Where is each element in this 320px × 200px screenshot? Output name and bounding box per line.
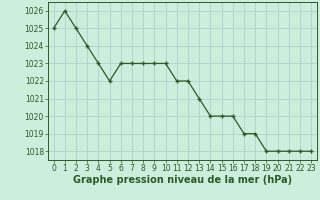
X-axis label: Graphe pression niveau de la mer (hPa): Graphe pression niveau de la mer (hPa) bbox=[73, 175, 292, 185]
